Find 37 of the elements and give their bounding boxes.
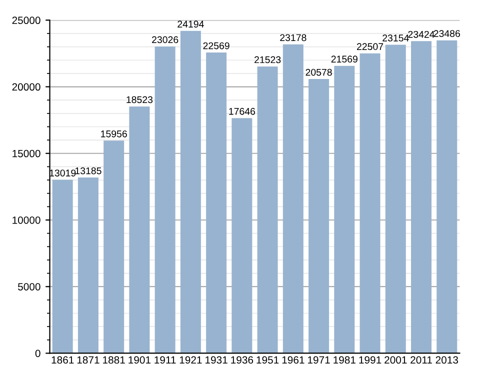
data-label: 17646 [229,108,256,115]
x-tick-label: 1951 [256,356,279,364]
y-tick-label: 10000 [12,216,40,224]
data-label: 24194 [178,20,204,28]
x-tick-label: 1911 [154,356,176,364]
x-tick-label: 1861 [52,356,74,364]
x-tick-label: 2011 [410,356,432,364]
x-tick-label: 2001 [384,356,407,364]
x-tick-label: 1936 [231,356,254,364]
data-label: 15956 [101,130,127,138]
data-label: 23026 [152,36,178,44]
x-tick-label: 1991 [359,356,382,364]
y-tick-label: 15000 [12,150,40,158]
data-label: 21569 [331,56,358,63]
data-label: 23424 [408,30,434,38]
data-label: 20578 [306,68,332,76]
data-label: 13185 [75,167,102,174]
data-label: 23178 [280,34,306,42]
x-tick-label: 2013 [436,356,458,364]
y-tick-label: 0 [35,350,40,358]
x-tick-label: 1901 [128,356,151,364]
x-tick-label: 1871 [77,356,100,364]
x-tick-label: 1921 [180,356,202,364]
data-label: 23486 [434,30,460,38]
data-label: 18523 [126,96,153,104]
x-tick-label: 1931 [206,356,228,364]
data-label: 23154 [382,34,409,42]
y-tick-label: 5000 [18,283,40,290]
x-tick-label: 1881 [103,356,125,364]
data-label: 22507 [357,43,384,50]
y-tick-label: 20000 [12,83,40,91]
x-tick-label: 1981 [334,356,356,364]
x-tick-label: 1971 [308,356,330,364]
data-label: 21523 [254,56,281,64]
data-label: 22569 [203,42,230,50]
x-tick-label: 1961 [282,356,304,364]
y-tick-label: 25000 [12,16,40,24]
